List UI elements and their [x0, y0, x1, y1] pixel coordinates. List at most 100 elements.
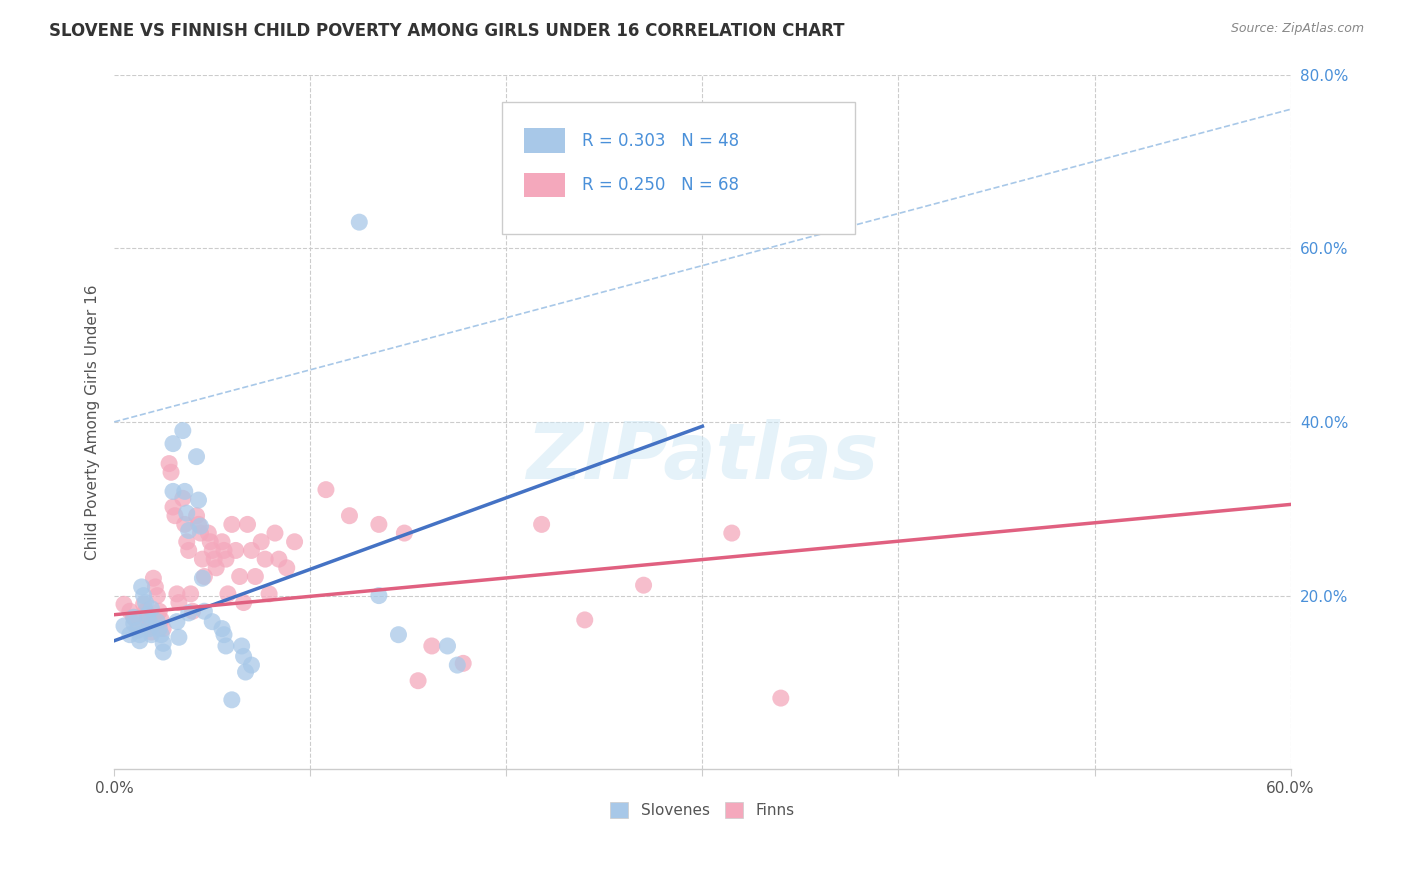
Point: [166, 615, 188, 629]
Point: [436, 639, 458, 653]
Point: [173, 484, 195, 499]
Point: [163, 508, 186, 523]
Point: [148, 622, 170, 636]
Legend: Slovenes, Finns: Slovenes, Finns: [605, 796, 801, 824]
Point: [769, 691, 792, 706]
Point: [135, 596, 157, 610]
Point: [190, 526, 212, 541]
Point: [221, 693, 243, 707]
Point: [112, 597, 135, 611]
Point: [367, 589, 389, 603]
Point: [177, 524, 200, 538]
Point: [181, 604, 204, 618]
Point: [349, 215, 371, 229]
FancyBboxPatch shape: [523, 128, 565, 153]
Text: SLOVENE VS FINNISH CHILD POVERTY AMONG GIRLS UNDER 16 CORRELATION CHART: SLOVENE VS FINNISH CHILD POVERTY AMONG G…: [49, 22, 845, 40]
Point: [367, 517, 389, 532]
Point: [240, 543, 263, 558]
Point: [186, 508, 208, 523]
Point: [122, 616, 145, 631]
Point: [167, 596, 190, 610]
Point: [152, 622, 174, 636]
Point: [235, 665, 257, 679]
Point: [136, 610, 159, 624]
Point: [127, 624, 149, 638]
Point: [212, 628, 235, 642]
Text: R = 0.250   N = 68: R = 0.250 N = 68: [582, 176, 740, 194]
Point: [122, 610, 145, 624]
Point: [112, 619, 135, 633]
Point: [530, 517, 553, 532]
Point: [172, 424, 194, 438]
Point: [236, 517, 259, 532]
Point: [177, 606, 200, 620]
Point: [176, 506, 198, 520]
Point: [240, 658, 263, 673]
Point: [138, 622, 160, 636]
Point: [162, 436, 184, 450]
Point: [162, 484, 184, 499]
Point: [406, 673, 429, 688]
Point: [201, 543, 224, 558]
Text: R = 0.303   N = 48: R = 0.303 N = 48: [582, 131, 740, 150]
Point: [187, 493, 209, 508]
Point: [202, 552, 225, 566]
Point: [191, 571, 214, 585]
Point: [136, 607, 159, 622]
Point: [245, 569, 267, 583]
Point: [160, 465, 183, 479]
Point: [152, 645, 174, 659]
Point: [505, 215, 527, 229]
Point: [118, 628, 141, 642]
Point: [264, 526, 287, 541]
Point: [339, 508, 361, 523]
Point: [135, 604, 157, 618]
Point: [225, 543, 247, 558]
Point: [132, 589, 155, 603]
Point: [145, 580, 167, 594]
Point: [148, 604, 170, 618]
Point: [574, 613, 596, 627]
Point: [190, 519, 212, 533]
Point: [200, 534, 222, 549]
Text: Source: ZipAtlas.com: Source: ZipAtlas.com: [1230, 22, 1364, 36]
Point: [127, 619, 149, 633]
Point: [215, 552, 238, 566]
Point: [176, 534, 198, 549]
Point: [232, 596, 254, 610]
Point: [267, 552, 290, 566]
Point: [212, 543, 235, 558]
Point: [387, 628, 409, 642]
Point: [162, 500, 184, 514]
Point: [118, 604, 141, 618]
Point: [215, 639, 238, 653]
Point: [186, 450, 208, 464]
Point: [394, 526, 416, 541]
Point: [138, 619, 160, 633]
Point: [193, 569, 215, 583]
Point: [150, 628, 173, 642]
Point: [141, 601, 163, 615]
Point: [250, 534, 273, 549]
Point: [193, 604, 215, 618]
Point: [180, 587, 202, 601]
Point: [146, 615, 169, 629]
Point: [205, 561, 228, 575]
Point: [132, 597, 155, 611]
Point: [128, 628, 150, 642]
Text: ZIPatlas: ZIPatlas: [526, 418, 879, 495]
Point: [173, 517, 195, 532]
Point: [211, 534, 233, 549]
Point: [257, 587, 280, 601]
Point: [122, 610, 145, 624]
Point: [451, 657, 474, 671]
Point: [221, 517, 243, 532]
Point: [276, 561, 298, 575]
Point: [172, 491, 194, 506]
Point: [187, 517, 209, 532]
FancyBboxPatch shape: [502, 103, 855, 235]
Point: [128, 633, 150, 648]
Point: [142, 571, 165, 585]
FancyBboxPatch shape: [523, 173, 565, 197]
Point: [633, 578, 655, 592]
